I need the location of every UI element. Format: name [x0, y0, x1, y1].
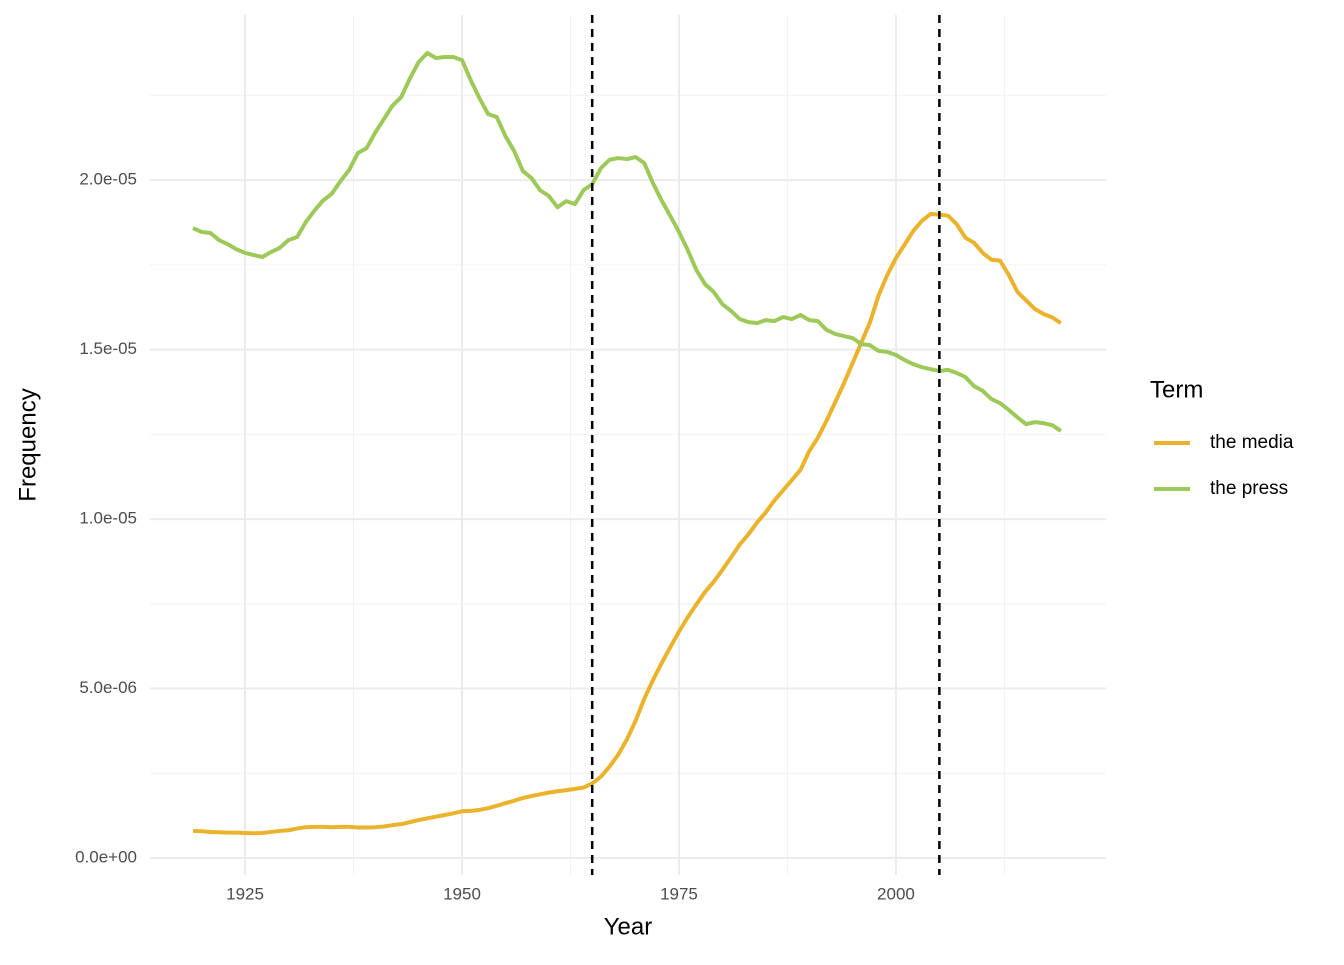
- y-tick-label: 0.0e+00: [75, 848, 137, 867]
- x-tick-label: 2000: [877, 884, 915, 903]
- x-tick-label: 1925: [226, 884, 264, 903]
- y-tick-label: 2.0e-05: [79, 170, 137, 189]
- y-axis-title: Frequency: [14, 388, 41, 501]
- legend-title: Term: [1150, 376, 1203, 403]
- y-tick-label: 1.5e-05: [79, 339, 137, 358]
- line-series: [192, 50, 1062, 433]
- x-tick-label: 1975: [660, 884, 698, 903]
- line-series: [192, 211, 1062, 836]
- y-tick-label: 5.0e-06: [79, 678, 137, 697]
- y-tick-label: 1.0e-05: [79, 509, 137, 528]
- x-axis-title: Year: [604, 913, 653, 940]
- x-tick-label: 1950: [443, 884, 481, 903]
- legend-label: the press: [1210, 478, 1288, 499]
- legend-label: the media: [1210, 432, 1294, 453]
